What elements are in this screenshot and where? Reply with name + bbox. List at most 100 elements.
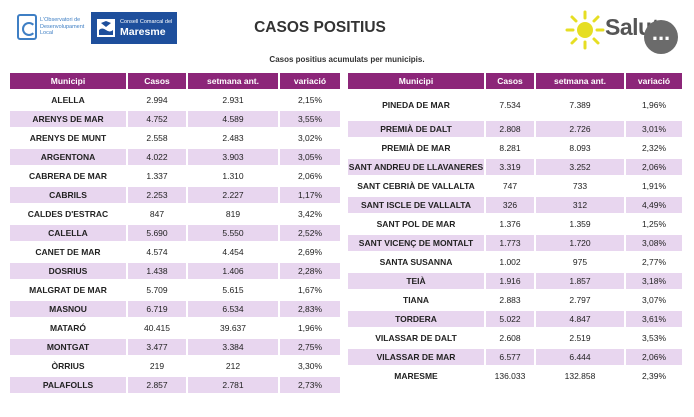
consell-big-text: Maresme: [120, 25, 166, 38]
observatori-logo-icon: [17, 14, 37, 40]
casos-cell: 1.916: [486, 273, 536, 289]
setmana-cell: 132.858: [536, 368, 626, 384]
municipi-cell: SANT ANDREU DE LLAVANERES: [348, 159, 486, 175]
variacio-cell: 3,53%: [626, 330, 684, 346]
table-row: MALGRAT DE MAR 5.709 5.615 1,67%: [10, 282, 342, 298]
municipi-cell: DOSRIUS: [10, 263, 128, 279]
variacio-cell: 3,01%: [626, 121, 684, 137]
table-row: MATARÓ 40.415 39.637 1,96%: [10, 320, 342, 336]
casos-cell: 747: [486, 178, 536, 194]
municipi-cell: CABRILS: [10, 187, 128, 203]
casos-cell: 40.415: [128, 320, 188, 336]
variacio-cell: 2,73%: [280, 377, 342, 393]
table-row: MARESME 136.033 132.858 2,39%: [348, 368, 684, 384]
table-row: TORDERA 5.022 4.847 3,61%: [348, 311, 684, 327]
more-options-button[interactable]: ...: [644, 20, 678, 54]
setmana-cell: 5.615: [188, 282, 280, 298]
col-casos-header: Casos: [128, 73, 188, 89]
municipi-cell: ARENYS DE MUNT: [10, 130, 128, 146]
casos-cell: 5.709: [128, 282, 188, 298]
variacio-cell: 3,02%: [280, 130, 342, 146]
variacio-cell: 1,96%: [626, 92, 684, 118]
casos-cell: 2.608: [486, 330, 536, 346]
casos-cell: 2.857: [128, 377, 188, 393]
page-title: CASOS POSITIUS: [254, 19, 386, 36]
municipi-cell: PREMIÀ DE MAR: [348, 140, 486, 156]
variacio-cell: 3,07%: [626, 292, 684, 308]
casos-cell: 4.752: [128, 111, 188, 127]
variacio-cell: 2,39%: [626, 368, 684, 384]
table-row: TIANA 2.883 2.797 3,07%: [348, 292, 684, 308]
table-row: PREMIÀ DE MAR 8.281 8.093 2,32%: [348, 140, 684, 156]
municipi-cell: PREMIÀ DE DALT: [348, 121, 486, 137]
casos-cell: 3.477: [128, 339, 188, 355]
table-row: CABRILS 2.253 2.227 1,17%: [10, 187, 342, 203]
variacio-cell: 2,06%: [626, 159, 684, 175]
setmana-cell: 4.454: [188, 244, 280, 260]
table-row: SANT CEBRIÀ DE VALLALTA 747 733 1,91%: [348, 178, 684, 194]
col-variacio-header: variació: [626, 73, 684, 89]
municipi-cell: TIANA: [348, 292, 486, 308]
municipi-cell: MARESME: [348, 368, 486, 384]
table-row: CALELLA 5.690 5.550 2,52%: [10, 225, 342, 241]
municipi-cell: TEIÀ: [348, 273, 486, 289]
table-row: VILASSAR DE MAR 6.577 6.444 2,06%: [348, 349, 684, 365]
municipi-cell: VILASSAR DE MAR: [348, 349, 486, 365]
casos-cell: 2.808: [486, 121, 536, 137]
setmana-cell: 8.093: [536, 140, 626, 156]
municipi-cell: CANET DE MAR: [10, 244, 128, 260]
col-municipi-header: Municipi: [10, 73, 128, 89]
setmana-cell: 6.444: [536, 349, 626, 365]
variacio-cell: 3,08%: [626, 235, 684, 251]
setmana-cell: 2.519: [536, 330, 626, 346]
variacio-cell: 2,75%: [280, 339, 342, 355]
setmana-cell: 6.534: [188, 301, 280, 317]
variacio-cell: 4,49%: [626, 197, 684, 213]
setmana-cell: 2.726: [536, 121, 626, 137]
setmana-cell: 1.310: [188, 168, 280, 184]
sun-icon: [565, 10, 605, 50]
variacio-cell: 2,28%: [280, 263, 342, 279]
municipi-cell: PALAFOLLS: [10, 377, 128, 393]
municipi-cell: ARGENTONA: [10, 149, 128, 165]
casos-cell: 1.337: [128, 168, 188, 184]
col-municipi-header: Municipi: [348, 73, 486, 89]
table-row: ÒRRIUS 219 212 3,30%: [10, 358, 342, 374]
setmana-cell: 2.931: [188, 92, 280, 108]
setmana-cell: 733: [536, 178, 626, 194]
variacio-cell: 1,17%: [280, 187, 342, 203]
table-row: SANT ISCLE DE VALLALTA 326 312 4,49%: [348, 197, 684, 213]
casos-cell: 2.994: [128, 92, 188, 108]
casos-cell: 7.534: [486, 92, 536, 118]
col-variacio-header: variació: [280, 73, 342, 89]
table-row: ARENYS DE MUNT 2.558 2.483 3,02%: [10, 130, 342, 146]
municipi-cell: MATARÓ: [10, 320, 128, 336]
table-row: CABRERA DE MAR 1.337 1.310 2,06%: [10, 168, 342, 184]
setmana-cell: 2.483: [188, 130, 280, 146]
casos-cell: 5.022: [486, 311, 536, 327]
setmana-cell: 3.252: [536, 159, 626, 175]
table-row: ARENYS DE MAR 4.752 4.589 3,55%: [10, 111, 342, 127]
variacio-cell: 3,55%: [280, 111, 342, 127]
setmana-cell: 2.797: [536, 292, 626, 308]
table-row: PALAFOLLS 2.857 2.781 2,73%: [10, 377, 342, 393]
consell-small-text: Consell Comarcal del: [120, 18, 173, 25]
casos-cell: 326: [486, 197, 536, 213]
table-row: SANT ANDREU DE LLAVANERES 3.319 3.252 2,06%: [348, 159, 684, 175]
casos-cell: 1.002: [486, 254, 536, 270]
setmana-cell: 975: [536, 254, 626, 270]
variacio-cell: 2,69%: [280, 244, 342, 260]
page-header: L'Observatori de Desenvolupament Local C…: [0, 0, 694, 54]
setmana-cell: 4.589: [188, 111, 280, 127]
variacio-cell: 2,15%: [280, 92, 342, 108]
municipi-cell: CABRERA DE MAR: [10, 168, 128, 184]
municipi-cell: SANT ISCLE DE VALLALTA: [348, 197, 486, 213]
municipi-cell: SANT POL DE MAR: [348, 216, 486, 232]
table-row: MONTGAT 3.477 3.384 2,75%: [10, 339, 342, 355]
casos-cell: 3.319: [486, 159, 536, 175]
table-row: CALDES D'ESTRAC 847 819 3,42%: [10, 206, 342, 222]
setmana-cell: 1.720: [536, 235, 626, 251]
setmana-cell: 819: [188, 206, 280, 222]
setmana-cell: 2.781: [188, 377, 280, 393]
table-row: SANT VICENÇ DE MONTALT 1.773 1.720 3,08%: [348, 235, 684, 251]
